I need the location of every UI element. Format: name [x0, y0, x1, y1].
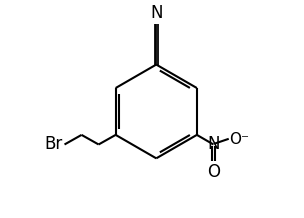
- Text: O: O: [207, 163, 220, 181]
- Text: N: N: [150, 3, 163, 22]
- Text: O⁻: O⁻: [230, 132, 250, 147]
- Text: Br: Br: [45, 135, 63, 153]
- Text: N: N: [207, 135, 220, 153]
